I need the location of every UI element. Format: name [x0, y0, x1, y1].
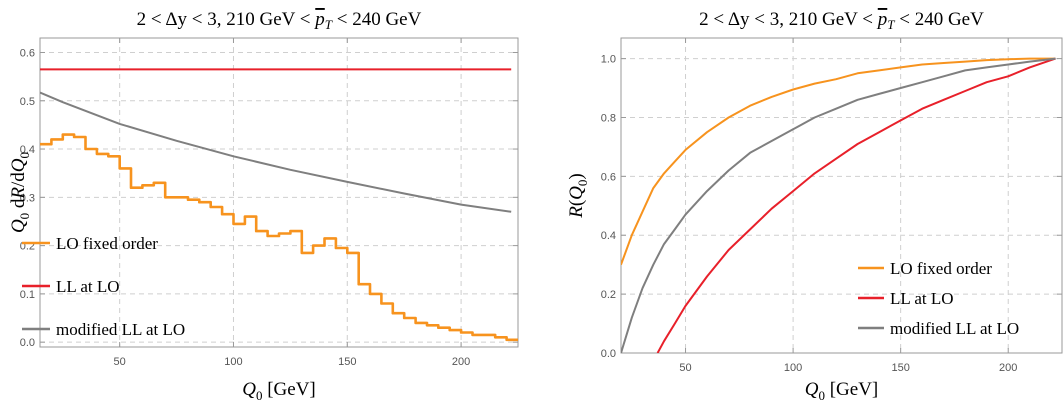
y-tick-label: 1.0	[601, 54, 616, 66]
y-tick-label: 0.3	[20, 192, 35, 204]
x-axis-label: Q0 [GeV]	[242, 379, 316, 403]
y-tick-label: 0.2	[601, 289, 616, 301]
legend-label: LO fixed order	[890, 259, 992, 278]
chart-title: 2 < Δy < 3, 210 GeV < pT < 240 GeV	[137, 9, 422, 32]
series-line-3	[621, 57, 1056, 353]
legend-label: LL at LO	[890, 289, 954, 308]
legend-label: modified LL at LO	[890, 319, 1019, 338]
series-group	[40, 68, 518, 342]
y-axis-label: Q0 dR/dQ0	[8, 152, 32, 233]
y-tick-label: 0.1	[20, 289, 35, 301]
legend-label: LO fixed order	[56, 234, 158, 253]
x-axis-label: Q0 [GeV]	[805, 379, 879, 403]
series-line-3	[40, 91, 512, 213]
series-line-2	[656, 57, 1056, 353]
legend-label: LL at LO	[56, 277, 120, 296]
series-line-1	[40, 133, 518, 342]
chart-panel-2: 50 100 150 200 0.0 0.2 0.4 0.6 0.8 1.0 LO fixed or…	[566, 9, 1063, 403]
y-tick-label: 0.8	[601, 112, 616, 124]
y-tick-label: 0.5	[20, 96, 35, 108]
y-tick-label: 0.0	[20, 337, 35, 349]
legend-label: modified LL at LO	[56, 320, 185, 339]
y-tick-label: 0.6	[601, 171, 616, 183]
y-axis-label: R(Q0)	[566, 173, 590, 219]
x-tick-label: 50	[114, 356, 126, 368]
x-tick-label: 50	[679, 362, 691, 374]
y-tick-label: 0.4	[20, 144, 35, 156]
y-tick-label: 0.4	[601, 230, 616, 242]
x-tick-label: 200	[452, 356, 470, 368]
y-tick-label: 0.6	[20, 47, 35, 59]
plot-frame	[620, 37, 1063, 354]
plot-frame	[39, 37, 519, 348]
series-group	[621, 57, 1056, 353]
x-tick-label: 150	[891, 362, 909, 374]
chart-title: 2 < Δy < 3, 210 GeV < pT < 240 GeV	[699, 9, 984, 32]
y-tick-label: 0.0	[601, 348, 616, 360]
x-tick-label: 200	[999, 362, 1017, 374]
x-tick-label: 100	[784, 362, 802, 374]
series-line-1	[621, 57, 1056, 266]
x-tick-label: 150	[338, 356, 356, 368]
x-tick-label: 100	[224, 356, 242, 368]
